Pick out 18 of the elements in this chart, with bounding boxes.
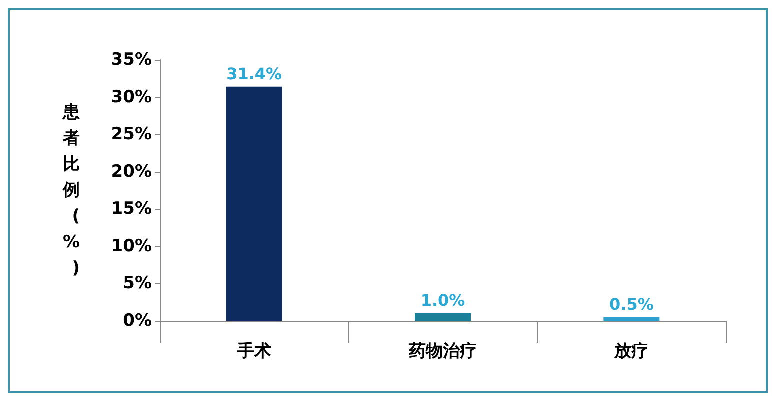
y-tick-label: 10% <box>111 236 152 256</box>
bar <box>604 317 660 321</box>
data-label: 1.0% <box>420 291 466 310</box>
bar <box>415 314 471 321</box>
y-tick-label: 15% <box>111 199 152 220</box>
x-tick-label: 放疗 <box>614 342 649 362</box>
data-label: 31.4% <box>226 64 282 84</box>
y-tick-label: 20% <box>111 162 152 182</box>
data-label: 0.5% <box>609 294 654 314</box>
y-axis-title: 患者比例(%) <box>62 102 81 278</box>
x-tick-label: 手术 <box>236 342 272 362</box>
y-tick-label: 30% <box>111 87 152 108</box>
bar <box>226 86 282 321</box>
x-tick-label: 药物治疗 <box>408 342 477 362</box>
y-tick-label: 0% <box>123 311 152 331</box>
y-tick-label: 35% <box>111 50 152 70</box>
y-tick-label: 25% <box>111 124 152 145</box>
y-tick-label: 5% <box>123 274 152 294</box>
